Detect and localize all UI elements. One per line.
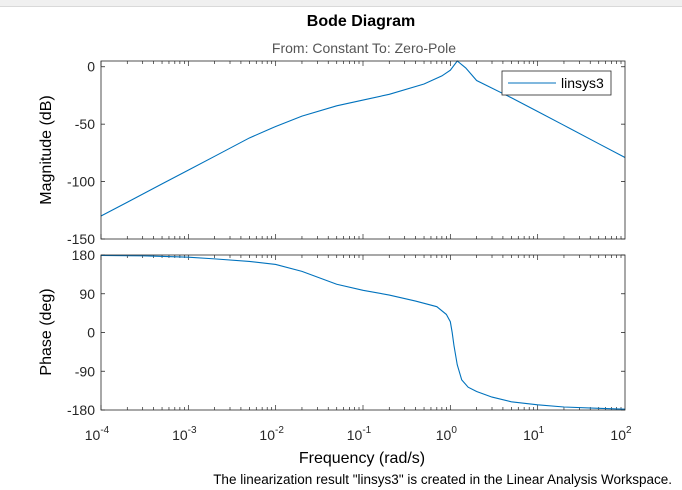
chart-subtitle: From: Constant To: Zero-Pole	[272, 40, 456, 56]
phase-line-linsys3	[100, 254, 626, 410]
magnitude-ytick-label: -50	[75, 116, 95, 132]
x-tick-label: 10-2	[259, 425, 284, 443]
chart-title: Bode Diagram	[307, 13, 415, 30]
bode-diagram: Bode Diagram From: Constant To: Zero-Pol…	[38, 13, 632, 467]
x-tick-label: 100	[436, 425, 458, 443]
status-message: The linearization result "linsys3" is cr…	[213, 472, 672, 487]
phase-ytick-label: 90	[79, 286, 95, 302]
phase-ylabel: Phase (deg)	[38, 288, 55, 375]
legend-label-linsys3: linsys3	[561, 75, 604, 91]
x-axis-label: Frequency (rad/s)	[299, 450, 425, 467]
phase-axes-frame	[100, 254, 626, 411]
x-tick-label: 10-3	[172, 425, 197, 443]
magnitude-ytick-label: -150	[67, 231, 95, 247]
x-tick-label: 101	[523, 425, 545, 443]
phase-ytick-label: -180	[67, 402, 95, 418]
legend: linsys3	[501, 70, 612, 96]
x-tick-label: 10-4	[85, 425, 110, 443]
phase-plot-area	[101, 255, 625, 410]
magnitude-ytick-label: -100	[67, 174, 95, 190]
magnitude-line-linsys3	[100, 60, 626, 217]
phase-ytick-label: 0	[87, 325, 95, 341]
x-tick-label: 10-1	[347, 425, 372, 443]
phase-panel: 180 90 0 -90 -180 Phase (deg)	[38, 247, 626, 418]
window-top-strip	[0, 0, 682, 7]
magnitude-ytick-label: 0	[87, 59, 95, 75]
magnitude-ylabel: Magnitude (dB)	[38, 95, 55, 204]
magnitude-axes-frame	[100, 60, 626, 240]
phase-ytick-label: -90	[75, 363, 95, 379]
magnitude-panel: 0 -50 -100 -150 Magnitude (dB)	[38, 59, 626, 247]
x-tick-label: 102	[610, 425, 632, 443]
x-axis-ticks: 10-4 10-3 10-2 10-1 100 101 102	[85, 425, 632, 443]
phase-ytick-label: 180	[72, 247, 96, 263]
